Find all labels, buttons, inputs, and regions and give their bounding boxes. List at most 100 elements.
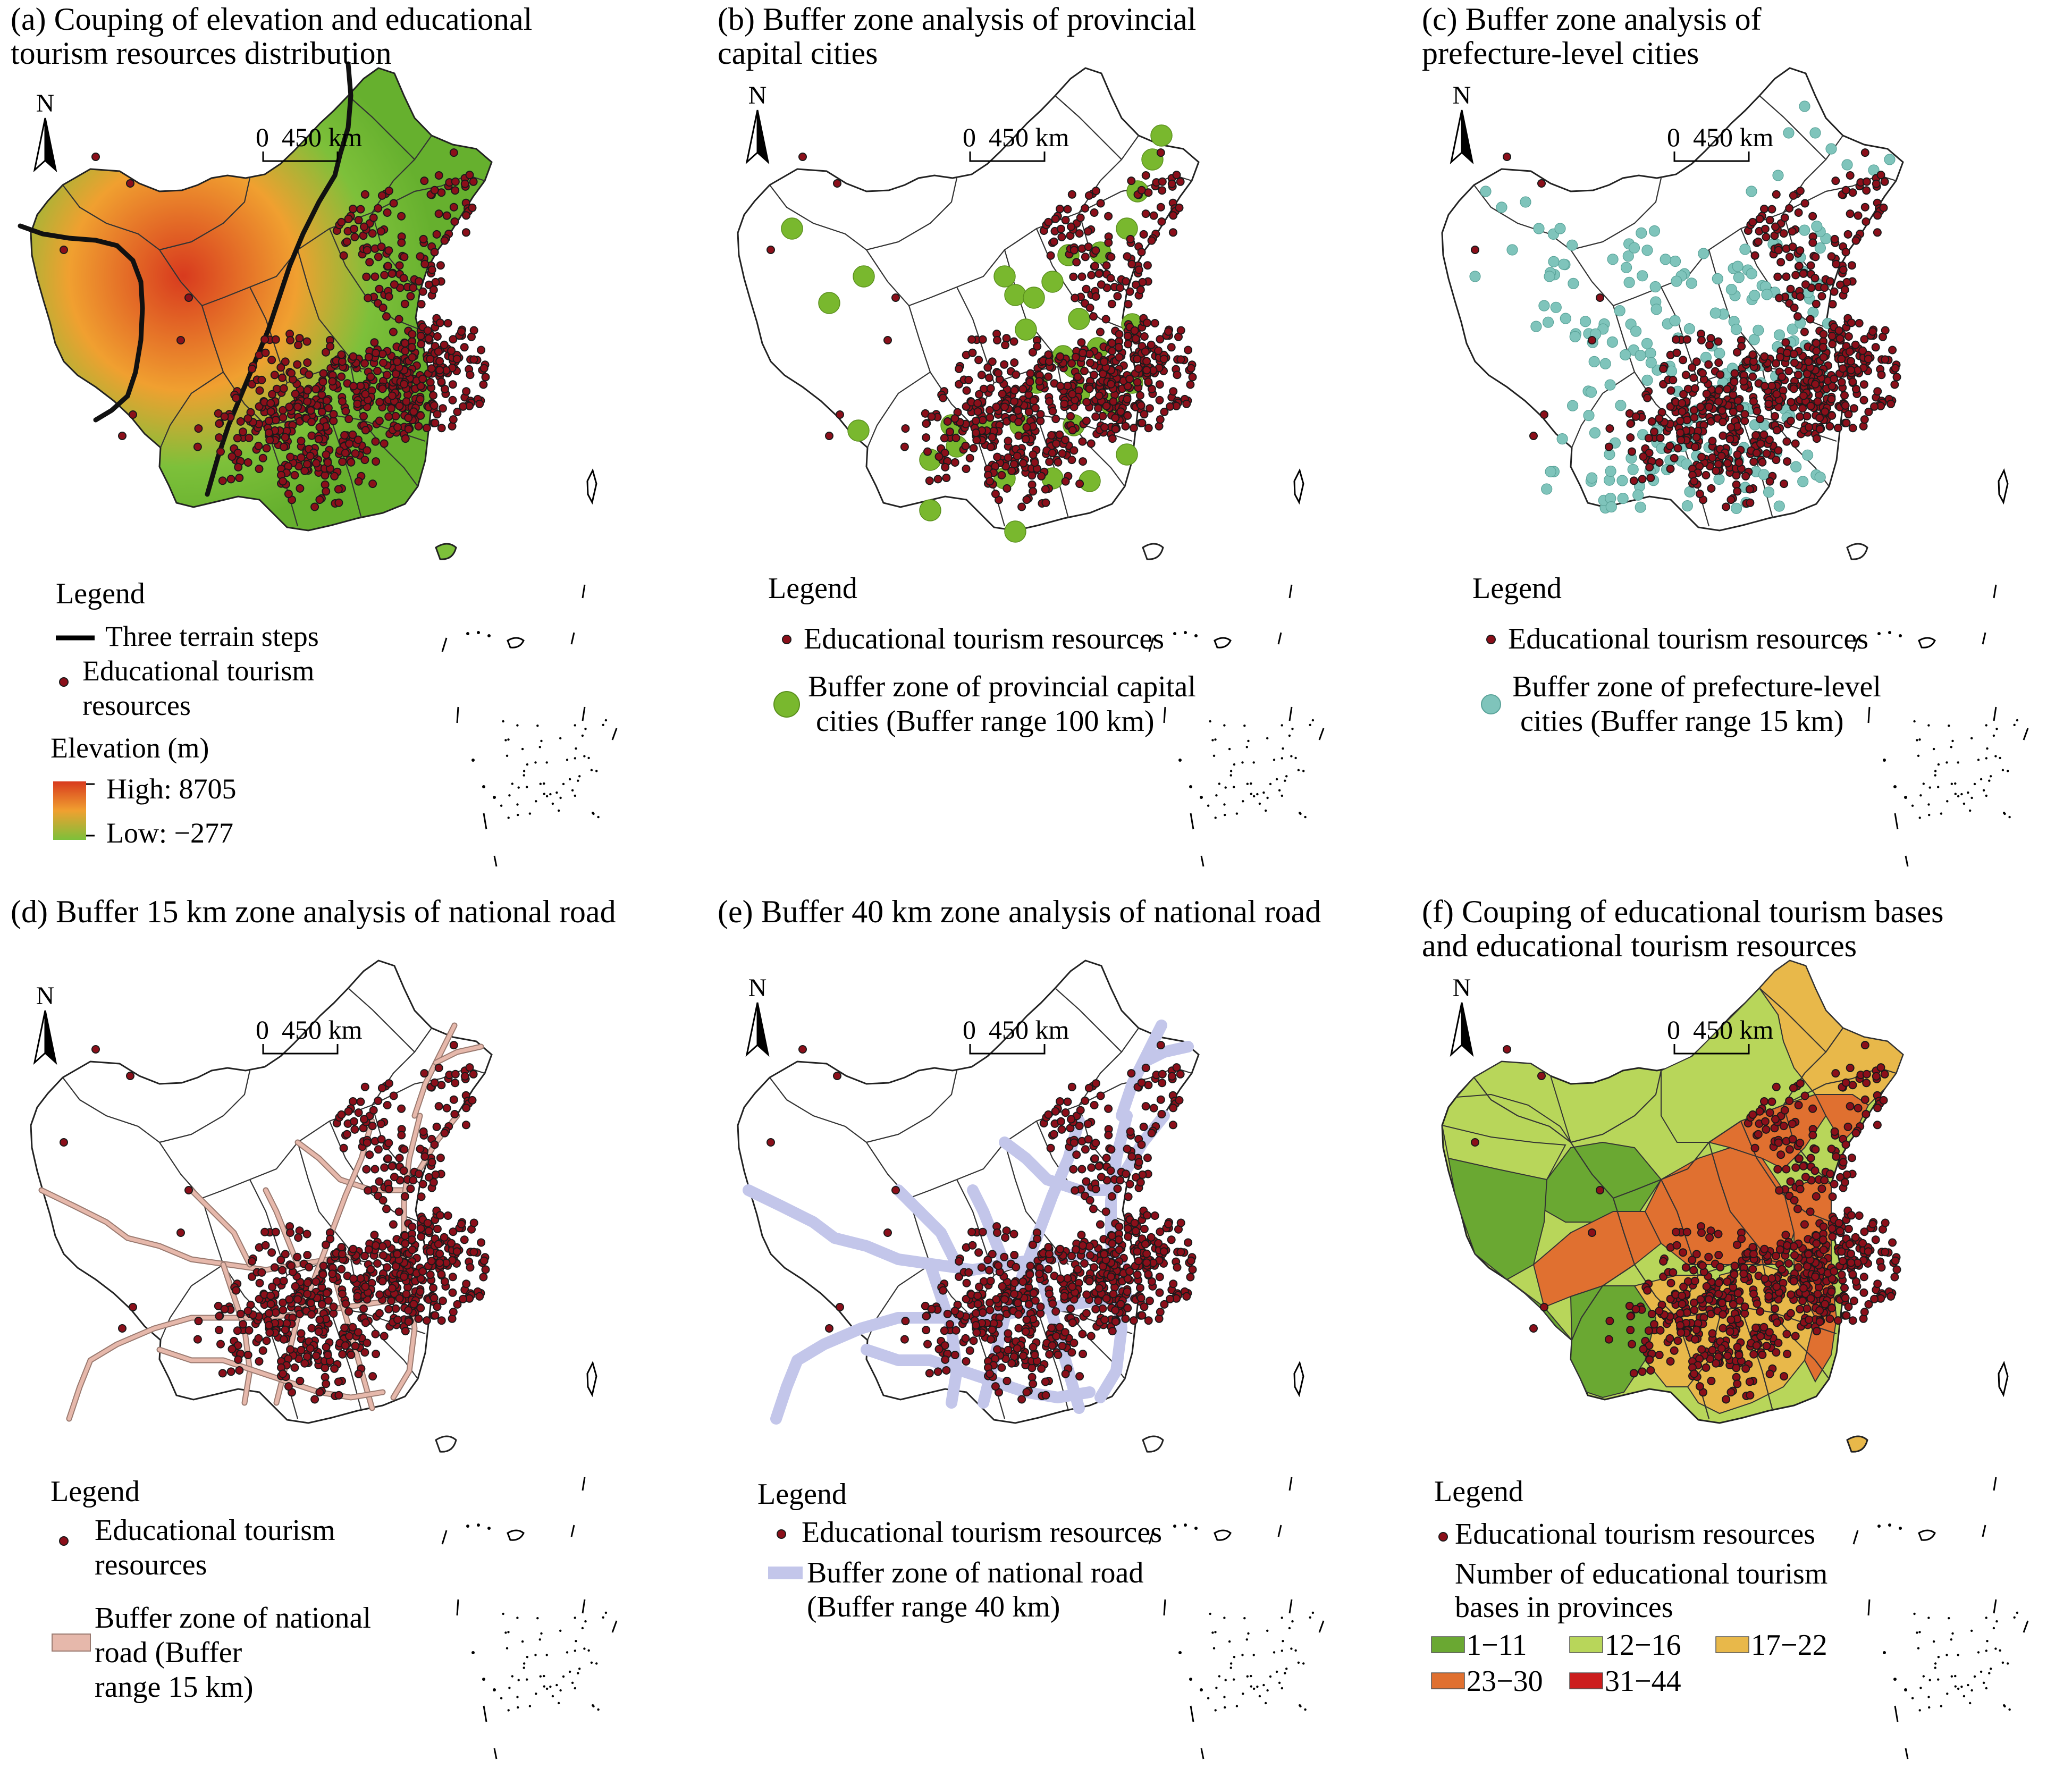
island-dot <box>595 1662 598 1665</box>
resource-point <box>1107 1145 1116 1154</box>
resource-point <box>1116 1300 1125 1309</box>
resource-point <box>1714 358 1723 367</box>
resource-point <box>437 424 446 433</box>
province-boundary <box>159 249 203 306</box>
island-dot <box>574 794 577 797</box>
resource-point <box>377 191 386 200</box>
resource-point <box>311 1277 321 1286</box>
resource-point <box>1097 1173 1106 1182</box>
resource-point <box>1044 1243 1053 1252</box>
resource-point <box>364 352 373 361</box>
resource-point <box>1000 402 1009 411</box>
resource-point <box>1081 204 1090 213</box>
resource-point <box>427 1158 436 1167</box>
resource-point <box>1069 446 1079 455</box>
resource-point <box>334 498 343 507</box>
boundary-dash <box>582 1477 586 1491</box>
resource-point <box>1167 1072 1176 1081</box>
boundary-dash <box>441 637 448 652</box>
island-dot <box>1281 757 1283 760</box>
resource-point <box>1086 358 1094 367</box>
province-boundary <box>1055 95 1139 161</box>
north-arrow-icon: N <box>1450 81 1474 165</box>
resource-point <box>293 1252 302 1261</box>
island-dot <box>577 779 579 782</box>
resource-point <box>1123 332 1132 341</box>
resource-point <box>435 366 444 375</box>
resource-point <box>1765 435 1774 444</box>
resource-point <box>279 1335 288 1344</box>
resource-point <box>1132 1173 1140 1182</box>
resource-point <box>1801 280 1810 289</box>
resource-point <box>1091 1184 1100 1193</box>
resource-point <box>1695 490 1704 499</box>
resource-point <box>326 342 335 351</box>
prefecture-buffer-zone <box>1569 331 1581 343</box>
resource-point <box>1859 395 1868 405</box>
buffer-legend-swatch <box>52 1634 91 1652</box>
island-dot <box>507 738 510 741</box>
resource-point <box>1785 204 1794 213</box>
resource-point <box>1149 1104 1158 1113</box>
resource-point <box>1639 452 1648 461</box>
resource-point <box>239 427 247 436</box>
resource-point <box>312 1351 321 1360</box>
terrain-step-line <box>18 223 145 423</box>
resource-point <box>1184 346 1193 355</box>
prefecture-buffer-zone <box>1763 486 1775 498</box>
resource-point <box>378 384 387 393</box>
resource-point <box>934 452 944 461</box>
resource-point <box>1045 397 1054 406</box>
resource-point <box>338 1250 347 1259</box>
island-dot <box>1302 770 1305 772</box>
island-dot <box>466 1525 469 1528</box>
resource-point <box>983 363 992 372</box>
resource-point <box>1002 1226 1011 1235</box>
resource-point <box>1010 397 1019 406</box>
resource-point <box>270 371 279 380</box>
taiwan-outline <box>1293 468 1304 505</box>
resource-point <box>430 1140 439 1149</box>
island-dot <box>536 725 539 727</box>
resource-point <box>1891 364 1900 373</box>
resource-point <box>1014 1324 1023 1333</box>
resource-point <box>395 1153 404 1163</box>
resource-point <box>1067 1115 1075 1124</box>
resource-point <box>1688 1256 1697 1265</box>
resource-point <box>1147 340 1156 349</box>
resource-point <box>1879 203 1888 212</box>
resource-point <box>1859 1273 1868 1282</box>
title-line-2: tourism resources distribution <box>11 36 392 71</box>
prefecture-buffer-zone <box>1615 400 1627 411</box>
resource-point <box>1133 355 1142 364</box>
island-dot <box>1214 816 1217 819</box>
resource-point <box>1094 1161 1104 1171</box>
north-arrow-right <box>44 117 57 173</box>
resource-point <box>374 1096 383 1105</box>
island-dot <box>543 1674 545 1678</box>
resource-point <box>1739 377 1748 386</box>
resource-point <box>1692 357 1701 366</box>
prefecture-buffer-zone <box>1670 255 1681 267</box>
resource-point <box>1063 205 1072 214</box>
resource-point <box>1025 1270 1034 1279</box>
resource-point <box>1719 1324 1728 1333</box>
resource-point <box>1058 449 1067 458</box>
resource-point <box>279 1369 288 1378</box>
resource-point <box>449 203 458 212</box>
resource-point <box>1068 1282 1077 1291</box>
resource-point <box>925 1369 934 1378</box>
resource-point <box>1123 252 1132 261</box>
resource-point <box>1090 262 1099 271</box>
road-buffer-zone <box>434 1045 483 1065</box>
island-dot <box>511 782 513 785</box>
resource-point <box>341 407 350 416</box>
resource-point <box>1133 378 1142 386</box>
resource-point <box>1010 358 1019 367</box>
resource-point <box>1870 1294 1879 1303</box>
resource-point <box>268 1282 277 1291</box>
boundary-dash <box>570 1525 575 1537</box>
resource-point <box>1888 1238 1897 1247</box>
resource-point <box>218 1369 227 1378</box>
resource-point <box>1025 377 1034 386</box>
